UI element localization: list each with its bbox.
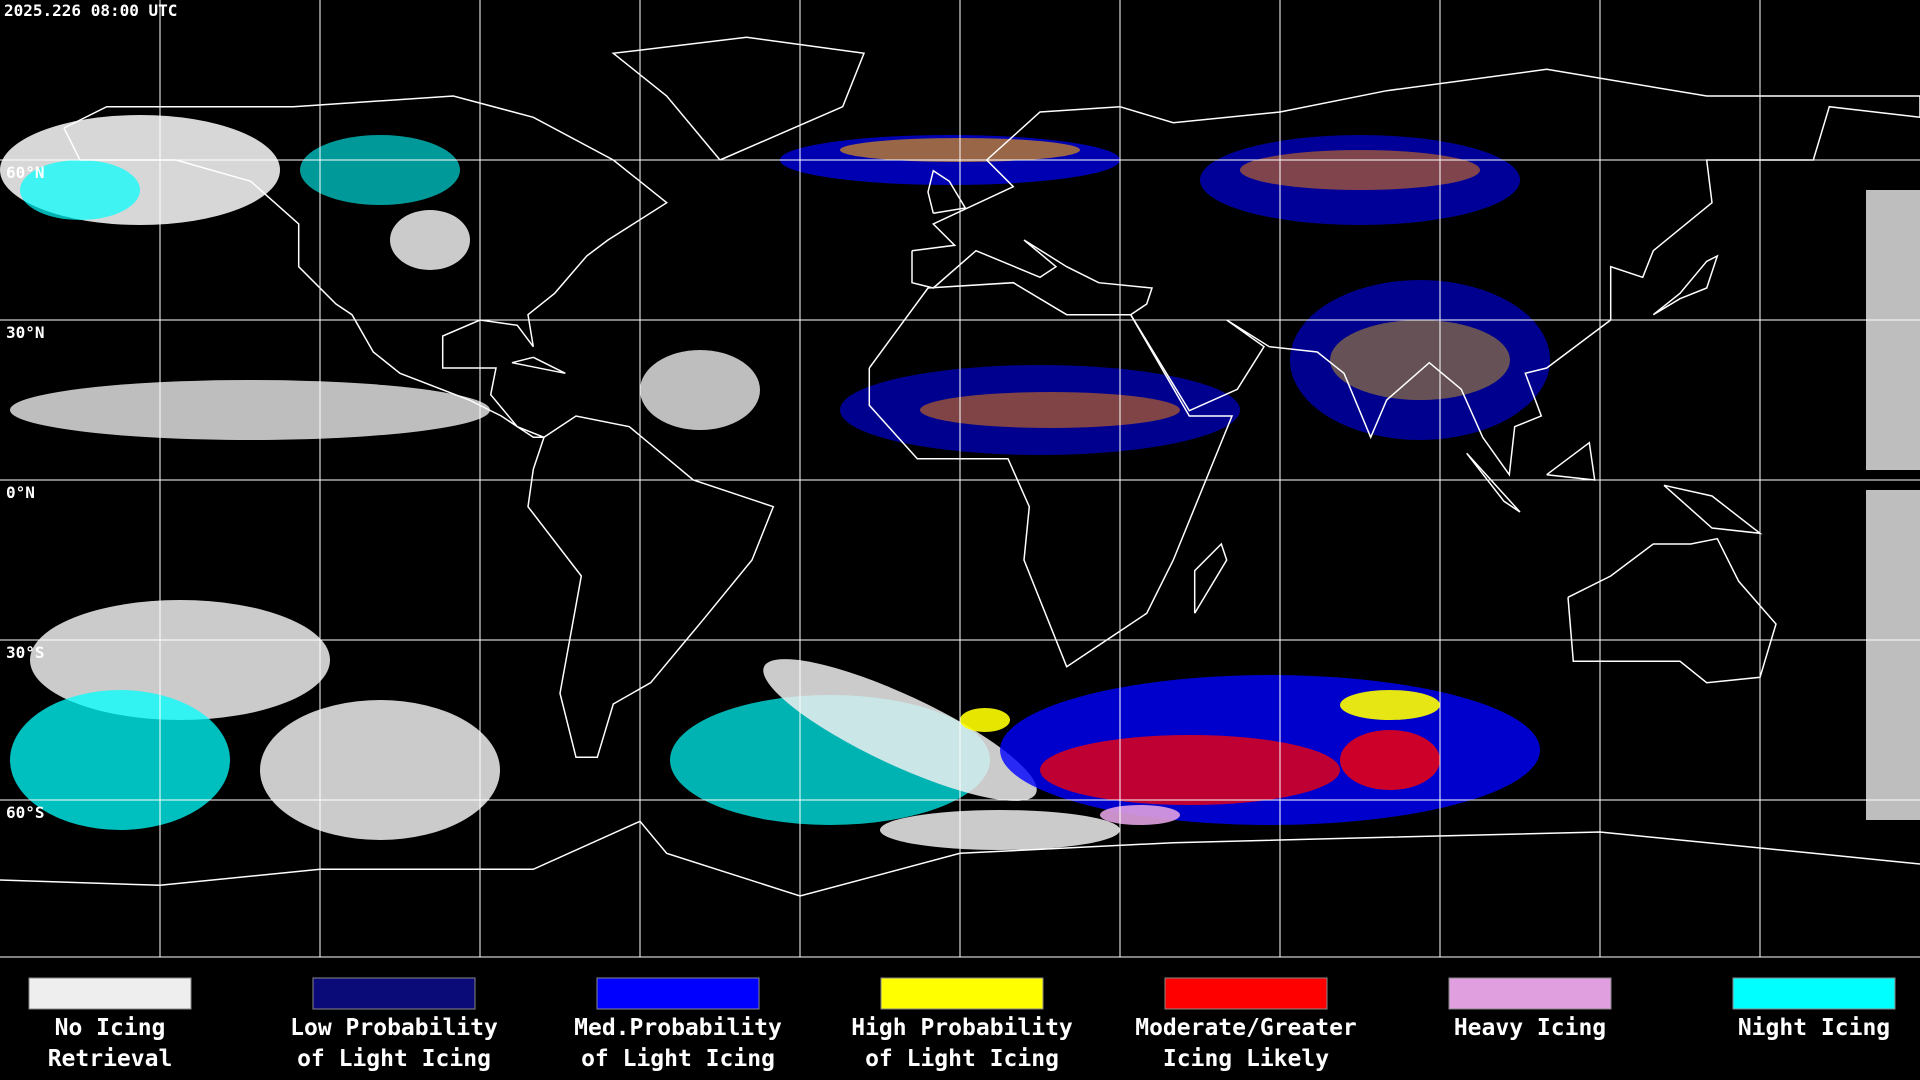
legend-swatch	[1732, 977, 1896, 1010]
coastline	[611, 36, 866, 161]
legend-label: of Light Icing	[297, 1046, 491, 1072]
no-icing-area	[640, 350, 760, 430]
legend-label: of Light Icing	[581, 1046, 775, 1072]
legend-swatch	[596, 977, 760, 1010]
high-icing-area	[920, 392, 1180, 428]
latitude-label: 60°S	[6, 803, 45, 822]
night-icing-area	[20, 160, 140, 220]
legend-label: Low Probability	[290, 1015, 498, 1041]
no-icing-area	[10, 380, 490, 440]
legend-label: Med.Probability	[574, 1015, 782, 1041]
cloud-field	[0, 115, 1920, 850]
coastline	[1567, 537, 1777, 684]
legend-swatch	[1448, 977, 1612, 1010]
legend-swatch	[312, 977, 476, 1010]
no-icing-area	[880, 810, 1120, 850]
legend-label: Moderate/Greater	[1135, 1015, 1357, 1041]
no-icing-area	[763, 659, 1037, 801]
night-icing-area	[300, 135, 460, 205]
no-icing-area	[1866, 190, 1920, 470]
coastline	[1466, 452, 1521, 513]
legend-label: Night Icing	[1738, 1015, 1890, 1041]
high-icing-area	[1330, 320, 1510, 400]
latitude-label: 30°N	[6, 323, 45, 342]
latitude-label: 30°S	[6, 643, 45, 662]
no-icing-area	[390, 210, 470, 270]
no-icing-area	[30, 600, 330, 720]
legend-label: Retrieval	[48, 1046, 173, 1072]
high-icing-area	[1340, 690, 1440, 720]
moderate-icing-area	[1340, 730, 1440, 790]
coastline	[63, 95, 668, 439]
latitude-label: 60°N	[6, 163, 45, 182]
no-icing-area	[1866, 490, 1920, 820]
legend-label: High Probability	[851, 1015, 1073, 1041]
legend-swatch	[28, 977, 192, 1010]
legend-label: Icing Likely	[1163, 1046, 1329, 1072]
moderate-icing-area	[1040, 735, 1340, 805]
timestamp: 2025.226 08:00 UTC	[4, 1, 177, 20]
legend-label: No Icing	[55, 1015, 166, 1041]
no-icing-area	[260, 700, 500, 840]
coastline	[527, 415, 775, 759]
coastline	[511, 356, 566, 375]
legend-label: of Light Icing	[865, 1046, 1059, 1072]
coastline	[868, 281, 1234, 668]
legend: No Icing Retrieval Low Probability of Light…	[28, 977, 1896, 1072]
graticule	[0, 0, 1920, 957]
night-icing-area	[10, 690, 230, 830]
coastline	[1193, 542, 1228, 614]
coastline	[911, 68, 1920, 477]
legend-label: Heavy Icing	[1454, 1015, 1606, 1041]
high-icing-area	[1240, 150, 1480, 190]
coastline	[1652, 254, 1719, 316]
high-icing-area	[960, 708, 1010, 732]
heavy-icing-area	[1100, 805, 1180, 825]
coastline	[1546, 441, 1596, 481]
legend-swatch	[880, 977, 1044, 1010]
latitude-label: 0°N	[6, 483, 35, 502]
legend-swatch	[1164, 977, 1328, 1010]
